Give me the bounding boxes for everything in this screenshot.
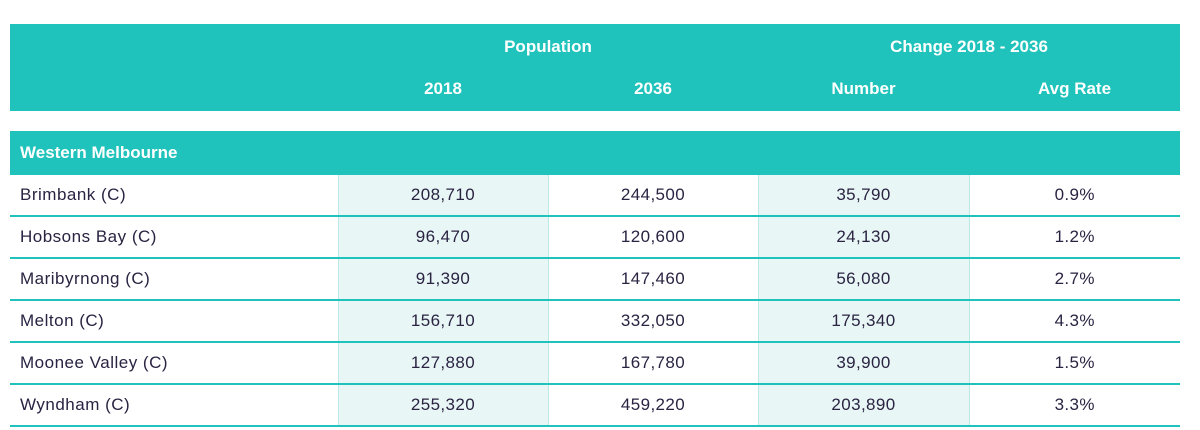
header-2018: 2018: [338, 70, 548, 111]
header-blank-2: [10, 70, 338, 111]
change-number-cell: 39,900: [757, 342, 970, 385]
pop-2018-cell: 208,710: [337, 175, 549, 217]
region-row: Western Melbourne: [10, 131, 1181, 175]
municipality-name: Hobsons Bay (C): [10, 216, 338, 259]
avg-rate-cell: 1.5%: [969, 342, 1181, 385]
header-change: Change 2018 - 2036: [758, 24, 1181, 70]
population-table-container: Population Change 2018 - 2036 2018 2036 …: [10, 24, 1181, 427]
header-group-row: Population Change 2018 - 2036: [10, 24, 1181, 70]
pop-2036-cell: 332,050: [548, 300, 759, 343]
change-number-cell: 203,890: [757, 384, 970, 427]
header-avg-rate: Avg Rate: [969, 70, 1181, 111]
change-number-cell: 175,340: [757, 300, 970, 343]
pop-2018-cell: 156,710: [337, 300, 549, 343]
table-row: Melton (C) 156,710 332,050 175,340 4.3%: [10, 300, 1181, 343]
header-2036: 2036: [548, 70, 759, 111]
pop-2036-cell: 167,780: [548, 342, 759, 385]
pop-2036-cell: 120,600: [548, 216, 759, 259]
table-row: Wyndham (C) 255,320 459,220 203,890 3.3%: [10, 384, 1181, 427]
municipality-name: Maribyrnong (C): [10, 258, 338, 301]
header-population: Population: [338, 24, 759, 70]
pop-2018-cell: 127,880: [337, 342, 549, 385]
pop-2018-cell: 96,470: [337, 216, 549, 259]
municipality-name: Brimbank (C): [10, 175, 338, 217]
header-blank: [10, 24, 338, 70]
pop-2036-cell: 459,220: [548, 384, 759, 427]
avg-rate-cell: 0.9%: [969, 175, 1181, 217]
region-label: Western Melbourne: [10, 131, 1181, 175]
change-number-cell: 35,790: [757, 175, 970, 217]
table-row: Hobsons Bay (C) 96,470 120,600 24,130 1.…: [10, 216, 1181, 259]
population-table: Population Change 2018 - 2036 2018 2036 …: [10, 24, 1181, 427]
table-header: Population Change 2018 - 2036 2018 2036 …: [10, 24, 1181, 111]
header-column-row: 2018 2036 Number Avg Rate: [10, 70, 1181, 111]
table-row: Maribyrnong (C) 91,390 147,460 56,080 2.…: [10, 258, 1181, 301]
spacer-row: [10, 111, 1181, 131]
pop-2018-cell: 91,390: [337, 258, 549, 301]
pop-2036-cell: 244,500: [548, 175, 759, 217]
header-number: Number: [758, 70, 970, 111]
pop-2018-cell: 255,320: [337, 384, 549, 427]
municipality-name: Wyndham (C): [10, 384, 338, 427]
avg-rate-cell: 4.3%: [969, 300, 1181, 343]
table-row: Moonee Valley (C) 127,880 167,780 39,900…: [10, 342, 1181, 385]
municipality-name: Melton (C): [10, 300, 338, 343]
table-body: Western Melbourne Brimbank (C) 208,710 2…: [10, 111, 1181, 427]
avg-rate-cell: 1.2%: [969, 216, 1181, 259]
change-number-cell: 24,130: [757, 216, 970, 259]
avg-rate-cell: 2.7%: [969, 258, 1181, 301]
municipality-name: Moonee Valley (C): [10, 342, 338, 385]
change-number-cell: 56,080: [757, 258, 970, 301]
pop-2036-cell: 147,460: [548, 258, 759, 301]
table-row: Brimbank (C) 208,710 244,500 35,790 0.9%: [10, 175, 1181, 217]
avg-rate-cell: 3.3%: [969, 384, 1181, 427]
